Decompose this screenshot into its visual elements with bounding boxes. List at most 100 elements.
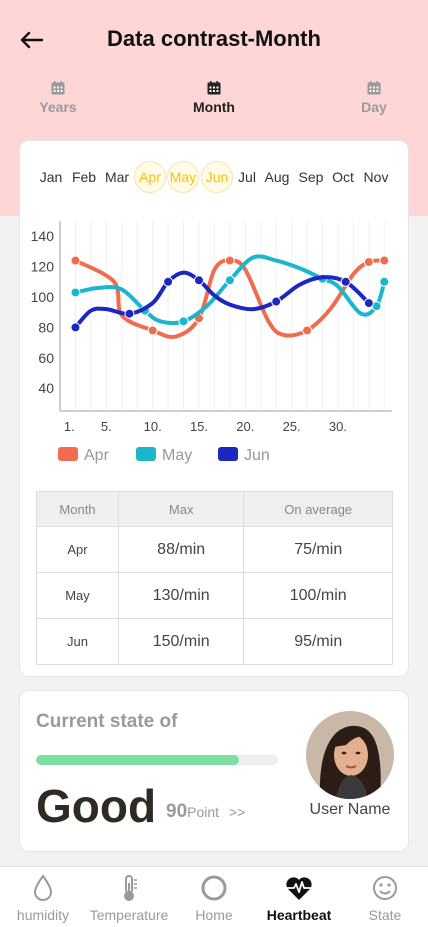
data-point: [302, 325, 313, 336]
y-tick-label: 140: [31, 228, 55, 244]
table-cell: Apr: [36, 526, 119, 573]
calendar-icon: [207, 81, 221, 95]
y-tick-label: 100: [31, 289, 55, 305]
month-may[interactable]: May: [167, 161, 199, 193]
bottom-tab-bar: humidity Temperature Home Heartbeat Stat…: [0, 866, 428, 927]
more-link[interactable]: >>: [228, 804, 246, 820]
month-feb[interactable]: Feb: [71, 169, 97, 185]
data-point: [224, 275, 235, 286]
legend-item-apr[interactable]: Apr: [58, 447, 109, 465]
legend-swatch: [218, 447, 238, 461]
series-line-jun: [73, 270, 371, 330]
avatar[interactable]: [306, 711, 394, 799]
table-cell: 100/min: [243, 572, 393, 619]
x-tick-label: 1.: [64, 419, 75, 434]
heartbeat-line-chart: 140 120 100 80 60 40 1. 5. 10. 15. 20. 25. 30.: [31, 221, 392, 434]
data-point: [70, 255, 81, 266]
state-progress-bar: [36, 755, 278, 765]
table-row: Apr 88/min 75/min: [36, 526, 393, 573]
y-tick-label: 60: [38, 350, 54, 366]
data-point: [379, 276, 390, 287]
x-tick-label: 25.: [283, 419, 301, 434]
x-tick-label: 10.: [144, 419, 162, 434]
y-tick-label: 40: [38, 380, 54, 396]
month-nov[interactable]: Nov: [363, 169, 389, 185]
legend-label: Jun: [244, 447, 270, 464]
data-point: [363, 298, 374, 309]
month-sep[interactable]: Sep: [298, 169, 324, 185]
tab-state[interactable]: State: [342, 873, 428, 923]
user-name: User Name: [309, 801, 391, 818]
circle-icon: [201, 875, 227, 901]
table-cell: 75/min: [243, 526, 393, 573]
month-jun[interactable]: Jun: [201, 161, 233, 193]
calendar-icon: [367, 81, 381, 95]
data-point: [147, 325, 158, 336]
data-point: [178, 316, 189, 327]
current-state-card[interactable]: Current state of Good 90Point >> User Na…: [19, 690, 409, 852]
table-row: May 130/min 100/min: [36, 572, 393, 619]
month-selector: Jan Feb Mar Apr May Jun Jul Aug Sep Oct …: [20, 161, 410, 193]
data-point: [363, 257, 374, 268]
x-tick-label: 20.: [236, 419, 254, 434]
data-point: [124, 308, 135, 319]
x-tick-label: 30.: [329, 419, 347, 434]
smiley-icon: [373, 876, 397, 900]
calendar-icon: [51, 81, 65, 95]
tab-label: Home: [195, 907, 233, 923]
legend-swatch: [136, 447, 156, 461]
state-progress-fill: [36, 755, 240, 765]
legend-item-jun[interactable]: Jun: [218, 447, 270, 465]
month-jan[interactable]: Jan: [39, 169, 63, 185]
tab-temperature[interactable]: Temperature: [86, 873, 172, 923]
tab-label: humidity: [16, 907, 70, 923]
back-arrow-icon[interactable]: [16, 24, 48, 56]
table-cell: 88/min: [117, 526, 245, 573]
month-oct[interactable]: Oct: [332, 169, 354, 185]
tab-heartbeat[interactable]: Heartbeat: [256, 873, 342, 923]
data-point: [70, 287, 81, 298]
state-score[interactable]: 90Point >>: [166, 801, 245, 823]
droplet-icon: [33, 874, 53, 901]
state-title: Current state of: [36, 711, 178, 732]
month-apr[interactable]: Apr: [134, 161, 166, 193]
tab-month[interactable]: Month: [174, 80, 254, 115]
tab-day[interactable]: Day: [334, 80, 414, 115]
comparison-card: Jan Feb Mar Apr May Jun Jul Aug Sep Oct …: [19, 140, 409, 677]
month-aug[interactable]: Aug: [264, 169, 290, 185]
data-point: [70, 322, 81, 333]
tab-label: State: [368, 907, 402, 923]
y-tick-label: 120: [31, 259, 55, 275]
score-unit: Point: [187, 804, 220, 820]
tab-home[interactable]: Home: [171, 873, 257, 923]
tab-years[interactable]: Years: [18, 80, 98, 115]
tab-label: Temperature: [89, 907, 169, 923]
table-header-row: Month Max On average: [36, 491, 393, 527]
table-cell: May: [36, 572, 119, 619]
page-title: Data contrast-Month: [107, 26, 321, 51]
month-mar[interactable]: Mar: [104, 169, 130, 185]
x-tick-label: 15.: [190, 419, 208, 434]
thermometer-icon: [124, 875, 137, 901]
month-jul[interactable]: Jul: [238, 169, 256, 185]
legend-label: Apr: [84, 447, 109, 464]
legend-item-may[interactable]: May: [136, 447, 192, 465]
series-line-may: [73, 254, 387, 325]
table-cell: Jun: [36, 618, 119, 665]
tab-label: Years: [39, 99, 77, 115]
column-header: On average: [243, 491, 393, 527]
table-cell: 130/min: [117, 572, 245, 619]
tab-humidity[interactable]: humidity: [0, 873, 86, 923]
data-point: [163, 276, 174, 287]
data-point: [271, 296, 282, 307]
data-point: [379, 255, 390, 266]
score-value: 90: [166, 801, 188, 822]
stats-table: Month Max On average Apr 88/min 75/min M…: [36, 491, 393, 665]
tab-label: Day: [361, 99, 387, 115]
column-header: Month: [36, 491, 119, 527]
data-point: [340, 276, 351, 287]
period-tabs: Years Month Day: [0, 80, 428, 124]
data-point: [193, 275, 204, 286]
state-status: Good: [36, 780, 157, 832]
y-tick-label: 80: [38, 319, 54, 335]
